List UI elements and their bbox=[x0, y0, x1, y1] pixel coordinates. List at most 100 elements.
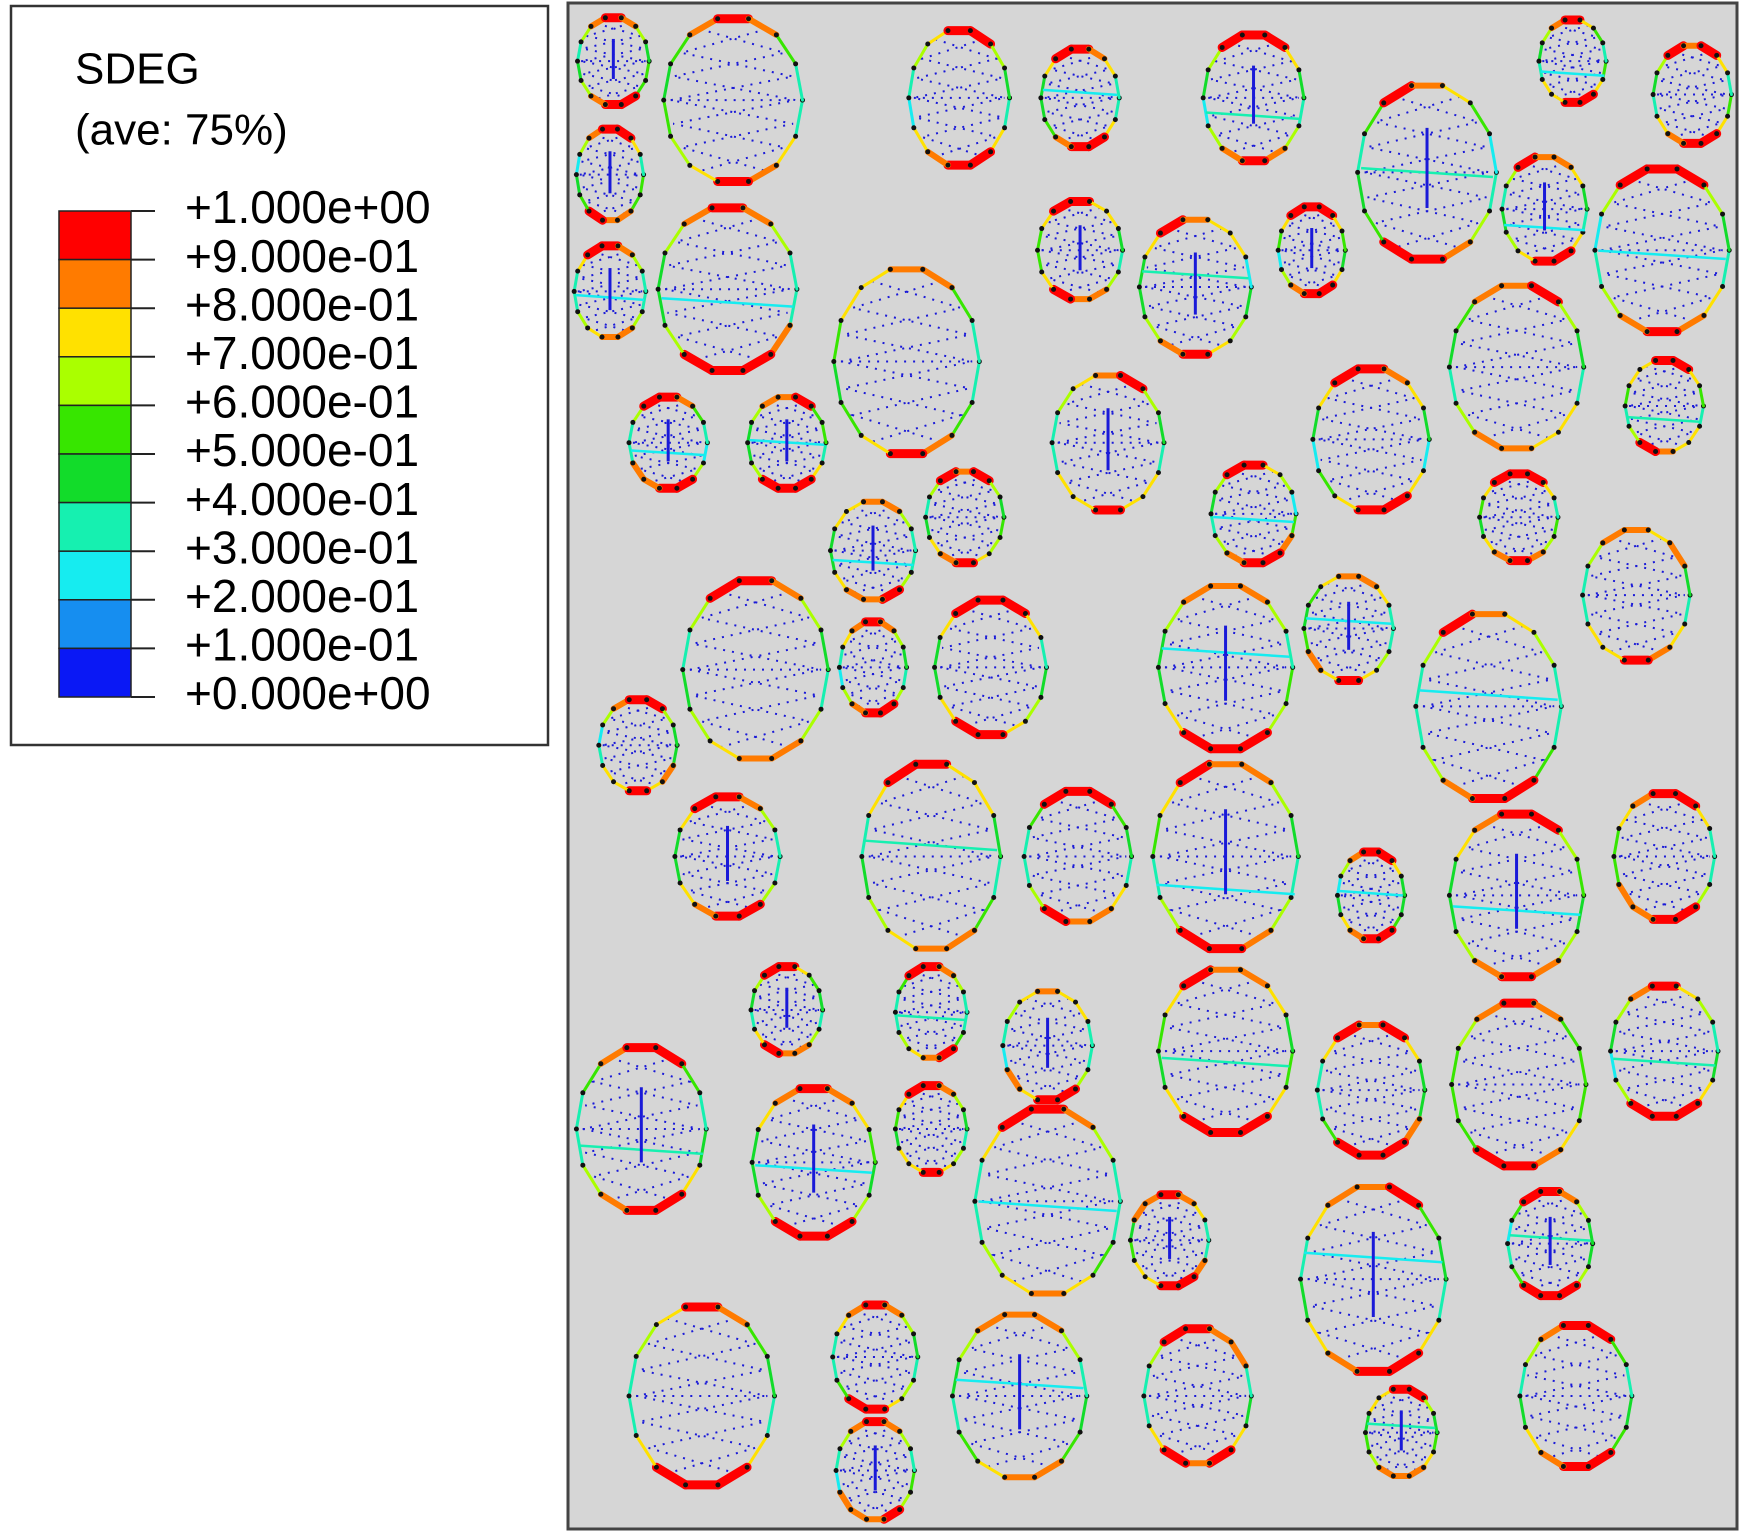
mesh-line bbox=[577, 250, 642, 333]
node bbox=[1228, 1447, 1234, 1453]
interface-segment bbox=[1071, 373, 1098, 391]
node bbox=[1068, 198, 1074, 204]
fiber bbox=[1611, 789, 1718, 924]
interface-segment bbox=[1052, 134, 1075, 150]
fiber bbox=[1150, 759, 1301, 954]
interior-crack bbox=[1042, 88, 1118, 97]
interface-segment bbox=[835, 1313, 851, 1336]
interface-segment bbox=[1244, 1394, 1253, 1428]
mesh-line bbox=[1368, 1393, 1433, 1472]
interface-segment bbox=[1612, 826, 1621, 858]
fiber bbox=[830, 1300, 921, 1414]
interface-segment bbox=[1297, 68, 1306, 100]
node bbox=[1338, 873, 1344, 879]
interface-segment bbox=[673, 828, 682, 858]
interface-segment bbox=[630, 310, 644, 330]
interface-segment bbox=[1290, 512, 1298, 538]
fiber bbox=[949, 1311, 1090, 1481]
fiber bbox=[1310, 364, 1432, 515]
interface-segment bbox=[1003, 96, 1012, 130]
node bbox=[1063, 788, 1069, 794]
node bbox=[1038, 95, 1044, 101]
node bbox=[653, 1322, 659, 1328]
interface-segment bbox=[1179, 728, 1216, 754]
node bbox=[834, 1377, 840, 1383]
node bbox=[764, 1433, 770, 1439]
node bbox=[1002, 1474, 1008, 1480]
interface-segment bbox=[1156, 665, 1167, 706]
node bbox=[745, 440, 751, 446]
interface-segment bbox=[1265, 984, 1288, 1017]
interface-segment bbox=[1552, 496, 1560, 519]
node bbox=[887, 451, 893, 457]
fiber bbox=[1499, 152, 1590, 266]
node bbox=[1157, 338, 1163, 344]
interface-segment bbox=[1374, 847, 1397, 866]
node bbox=[1022, 718, 1028, 724]
node bbox=[1219, 145, 1225, 151]
node bbox=[1177, 780, 1183, 786]
node bbox=[925, 149, 931, 155]
node bbox=[1243, 314, 1249, 320]
node bbox=[1282, 145, 1288, 151]
node bbox=[1316, 204, 1322, 210]
interface-segment bbox=[1454, 401, 1477, 434]
interface-segment bbox=[1278, 473, 1294, 494]
interface-segment bbox=[660, 707, 675, 727]
node bbox=[920, 266, 926, 272]
interface-segment bbox=[688, 163, 720, 183]
node bbox=[633, 1433, 639, 1439]
interface-segment bbox=[640, 269, 648, 293]
fiber bbox=[827, 498, 919, 604]
interface-segment bbox=[1056, 989, 1078, 1004]
interface-segment bbox=[965, 26, 996, 49]
interface-segment bbox=[837, 645, 845, 669]
node bbox=[1038, 694, 1044, 700]
interface-segment bbox=[768, 737, 804, 762]
interface-segment bbox=[1265, 600, 1288, 633]
interface-segment bbox=[961, 990, 969, 1014]
node bbox=[1421, 1395, 1427, 1401]
interface-segment bbox=[1113, 96, 1121, 122]
node bbox=[1515, 164, 1521, 170]
interface-segment bbox=[1711, 1020, 1720, 1053]
node bbox=[1070, 494, 1076, 500]
interface-segment bbox=[898, 509, 913, 531]
interface-segment bbox=[1456, 1119, 1479, 1152]
interface-segment bbox=[1702, 183, 1725, 216]
node bbox=[1453, 929, 1459, 935]
node bbox=[773, 162, 779, 168]
node bbox=[1617, 312, 1623, 318]
interface-segment bbox=[1518, 1363, 1527, 1398]
interface-segment bbox=[1362, 101, 1386, 136]
node bbox=[1698, 43, 1704, 49]
interface-segment bbox=[1447, 893, 1458, 934]
node bbox=[639, 268, 645, 274]
interface-segment bbox=[1421, 437, 1431, 473]
interface-segment bbox=[629, 193, 642, 213]
node bbox=[1238, 1129, 1244, 1135]
interface-segment bbox=[998, 495, 1006, 519]
node bbox=[776, 1050, 782, 1056]
node bbox=[892, 1126, 898, 1132]
node bbox=[1224, 550, 1230, 556]
node bbox=[1439, 83, 1445, 89]
node bbox=[1557, 1189, 1563, 1195]
node bbox=[1469, 795, 1475, 801]
interface-segment bbox=[773, 854, 782, 885]
node bbox=[580, 1090, 586, 1096]
mesh-line bbox=[898, 1090, 963, 1168]
node bbox=[1453, 856, 1459, 862]
interface-segment bbox=[1422, 1450, 1436, 1469]
node bbox=[798, 738, 804, 744]
interface-segment bbox=[1541, 535, 1556, 554]
node bbox=[967, 28, 973, 34]
interface-segment bbox=[933, 665, 942, 699]
interface-segment bbox=[843, 586, 867, 603]
node bbox=[849, 1219, 855, 1225]
interface-segment bbox=[1156, 411, 1166, 445]
node bbox=[1362, 1430, 1368, 1436]
legend-subtitle: (ave: 75%) bbox=[75, 106, 288, 155]
node bbox=[1522, 1424, 1528, 1430]
node bbox=[988, 41, 994, 47]
